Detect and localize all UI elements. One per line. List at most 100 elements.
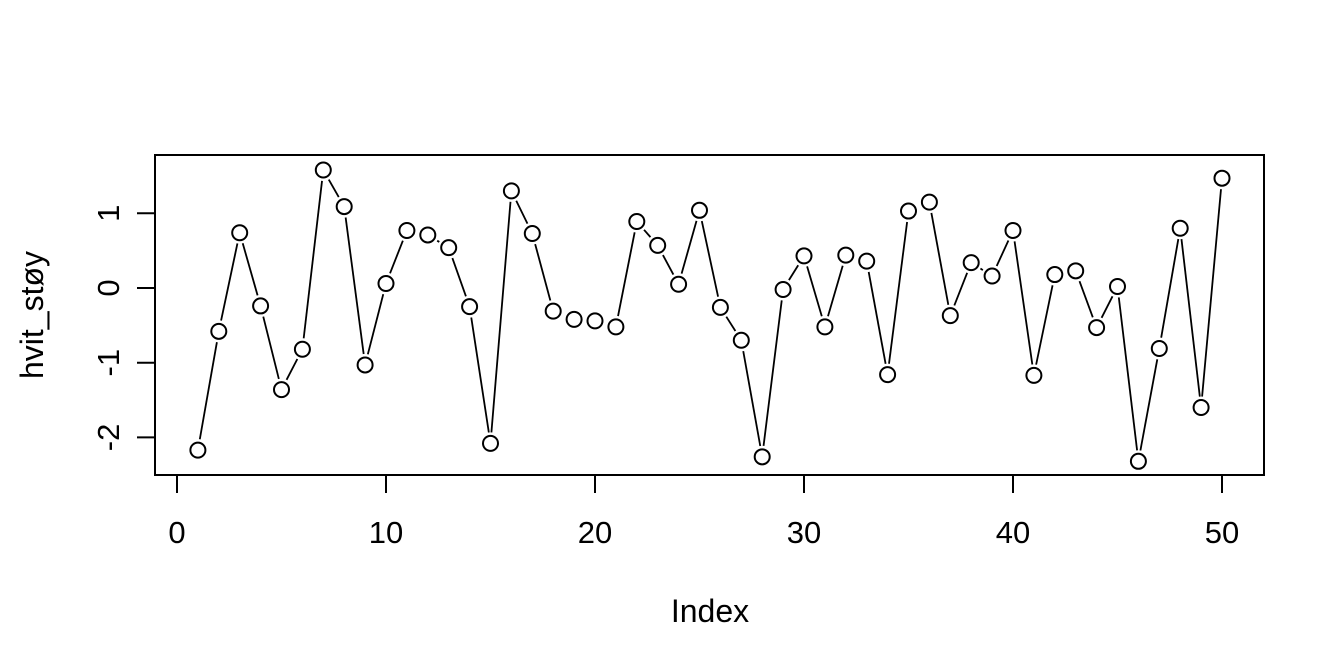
x-axis-title: Index <box>671 593 749 629</box>
data-point-marker <box>837 246 855 264</box>
data-point-marker <box>962 254 980 272</box>
series-line-segment <box>788 264 799 281</box>
data-point-marker <box>586 312 604 330</box>
series-line-segment <box>930 212 950 305</box>
data-point-marker <box>670 275 688 293</box>
data-point-marker <box>565 310 583 328</box>
data-point-marker <box>461 298 479 316</box>
series-line-segment <box>344 217 365 355</box>
data-point-marker <box>607 318 625 336</box>
x-axis-tick-label: 10 <box>369 515 403 550</box>
data-point-marker <box>1129 452 1147 470</box>
series-line-segment <box>515 200 529 224</box>
y-axis-title: hvit_støy <box>14 251 50 379</box>
series-line-segment <box>1035 285 1054 365</box>
data-point-marker <box>1067 262 1085 280</box>
series-line-segment <box>470 317 490 433</box>
series-line-segment <box>888 221 908 364</box>
data-point-marker <box>502 182 520 200</box>
series-line-segment <box>1100 295 1114 319</box>
data-point-marker <box>1046 266 1064 284</box>
series-line-segment <box>1180 239 1201 397</box>
data-point-marker <box>482 434 499 452</box>
data-point-marker <box>273 381 290 399</box>
data-point-marker <box>314 161 332 179</box>
x-axis-tick-label: 20 <box>578 515 612 550</box>
data-point-marker <box>544 302 562 320</box>
data-point-marker <box>691 201 708 219</box>
data-point-marker <box>774 280 792 298</box>
series-line-segment <box>662 254 675 276</box>
series-line-segment <box>436 239 440 243</box>
x-axis-tick-label: 40 <box>996 515 1030 550</box>
data-point-marker <box>858 252 876 270</box>
series-line-segment <box>680 220 698 274</box>
data-point-marker <box>628 213 646 231</box>
data-point-marker <box>649 236 667 254</box>
series-line-segment <box>979 267 984 271</box>
series-line-segment <box>725 316 737 332</box>
series-line-segment <box>806 266 823 317</box>
series-line-segment <box>366 293 385 355</box>
series-line-segment <box>241 243 259 296</box>
data-series <box>189 161 1231 470</box>
y-axis-tick-label: -1 <box>91 349 126 377</box>
x-axis-tick-label: 0 <box>168 515 185 550</box>
data-point-marker <box>983 267 1001 285</box>
plot-frame <box>154 154 1265 476</box>
series-line-segment <box>742 350 762 447</box>
series-line-segment <box>995 240 1010 267</box>
data-point-marker <box>189 441 207 459</box>
data-point-marker <box>377 275 395 293</box>
series-line-segment <box>1160 238 1180 338</box>
plot-border <box>154 154 1265 476</box>
series-line-segment <box>198 342 218 440</box>
data-point-marker <box>523 224 541 242</box>
data-point-marker <box>1109 278 1126 296</box>
series-line-segment <box>1201 189 1222 397</box>
series-line-segment <box>953 272 969 306</box>
x-axis-tick-label: 50 <box>1205 515 1239 550</box>
data-point-marker <box>335 198 353 216</box>
series-line-segment <box>302 180 323 339</box>
data-point-marker <box>795 247 813 265</box>
series-line-segment <box>762 300 783 447</box>
series-line-segment <box>327 179 340 198</box>
data-point-marker <box>1171 219 1189 237</box>
x-axis-tick-label: 30 <box>787 515 821 550</box>
series-line-segment <box>827 265 844 317</box>
series-line-segment <box>262 316 280 380</box>
data-point-marker <box>293 340 311 358</box>
series-line-segment <box>220 243 239 321</box>
series-line-segment <box>285 358 299 381</box>
series-line-segment <box>534 243 552 301</box>
data-point-marker <box>1150 340 1168 358</box>
series-line-segment <box>1117 297 1138 451</box>
data-point-marker <box>231 224 249 242</box>
data-point-marker <box>920 193 938 211</box>
data-point-marker <box>879 366 897 384</box>
data-point-marker <box>711 298 729 316</box>
data-point-marker <box>1213 169 1231 187</box>
series-line-segment <box>1078 280 1094 318</box>
data-point-marker <box>419 226 437 244</box>
series-line-segment <box>700 220 719 297</box>
series-line-segment <box>643 229 652 238</box>
data-point-marker <box>753 448 771 466</box>
y-axis-tick-label: 1 <box>91 205 126 222</box>
series-line-segment <box>1013 241 1034 365</box>
data-point-marker <box>732 331 750 349</box>
data-point-marker <box>356 356 374 374</box>
data-point-marker <box>816 318 834 336</box>
data-point-marker <box>941 307 959 325</box>
data-point-marker <box>440 239 458 257</box>
y-axis-tick-label: -2 <box>91 424 126 452</box>
data-point-marker <box>210 322 228 340</box>
data-point-marker <box>398 221 416 239</box>
data-point-marker <box>900 202 917 220</box>
series-line-segment <box>1139 359 1159 451</box>
series-line-segment <box>867 271 887 364</box>
data-point-marker <box>1192 399 1210 417</box>
